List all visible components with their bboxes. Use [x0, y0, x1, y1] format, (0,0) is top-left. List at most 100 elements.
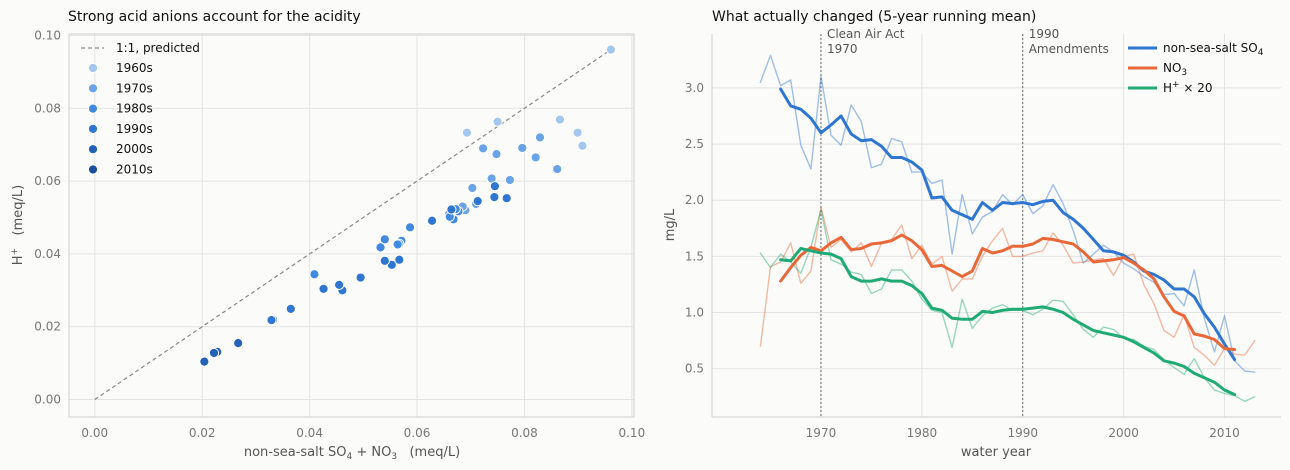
series-line-NO3: [779, 233, 1237, 352]
x-tick-label: 1980: [907, 426, 938, 440]
timeseries-x-axis-label: water year: [961, 445, 1032, 460]
data-point-1990s: [489, 181, 500, 192]
data-point-1990s: [394, 254, 405, 265]
data-point-1970s: [530, 152, 541, 163]
timeseries-grid: [712, 34, 1281, 417]
data-point-1990s: [355, 272, 366, 283]
data-point-1980s: [392, 239, 403, 250]
timeseries-title: What actually changed (5-year running me…: [712, 9, 1036, 25]
data-point-1960s: [605, 44, 617, 55]
legend-label-nitrate: NO3: [1163, 61, 1187, 78]
data-point-1990s: [379, 255, 390, 266]
data-point-1990s: [266, 315, 277, 326]
legend-label-sulfate: non-sea-salt SO4: [1163, 41, 1264, 58]
scatter-x-axis-label: non-sea-salt SO4 + NO3 (meq/L): [244, 445, 460, 462]
y-tick-label: 2.0: [685, 193, 704, 207]
legend-label-hydrogen: H+ × 20: [1163, 80, 1213, 95]
data-point-1990s: [472, 196, 483, 207]
scatter-panel: Strong acid anions account for the acidi…: [10, 9, 645, 462]
y-tick-label: 0.08: [34, 101, 61, 115]
y-tick-label: 3.0: [685, 81, 704, 95]
y-tick-label: 0.06: [34, 174, 61, 188]
legend-label-2000s: 2000s: [116, 142, 153, 156]
data-point-1990s: [446, 204, 457, 215]
series-line-NO3 (annual): [759, 206, 1256, 366]
data-point-1960s: [492, 116, 503, 127]
series-line-non-sea-salt SO4: [779, 87, 1237, 362]
x-tick-label: 1970: [806, 426, 837, 440]
data-point-1960s: [572, 127, 583, 138]
scatter-legend: 1:1, predicted 1960s 1970s 1980s 1990s 2000s…: [81, 41, 200, 177]
y-tick-label: 0.5: [685, 362, 704, 376]
x-tick-label: 0.02: [189, 426, 216, 440]
legend-label-1960s: 1960s: [116, 61, 153, 75]
legend-marker-1960s: [87, 62, 99, 74]
x-tick-label: 0.04: [296, 426, 323, 440]
timeseries-tick-labels: 1970 1980 1990 2000 2010 0.5 1.0 1.5 2.0 2.5 3.0: [685, 81, 1240, 440]
legend-marker-1970s: [87, 83, 99, 94]
legend-marker-2010s: [87, 164, 99, 175]
y-tick-label: 0.04: [34, 247, 61, 261]
x-tick-label: 0.00: [81, 426, 108, 440]
legend-label-1980s: 1980s: [116, 102, 153, 116]
one-to-one-line: [94, 49, 611, 401]
series-line-H+ × 20: [779, 247, 1237, 396]
data-point-1980s: [375, 242, 386, 253]
data-point-1990s: [489, 192, 500, 203]
legend-label-2010s: 2010s: [116, 163, 153, 177]
data-point-2000s: [233, 337, 244, 349]
x-tick-label: 2010: [1209, 426, 1240, 440]
data-point-1990s: [334, 279, 345, 290]
y-tick-label: 1.5: [685, 249, 704, 263]
legend-marker-2000s: [87, 144, 99, 155]
data-point-1960s: [461, 127, 473, 138]
legend-marker-1980s: [87, 103, 99, 114]
legend-marker-1990s: [87, 123, 99, 134]
data-point-2000s: [208, 347, 220, 359]
clean-air-act-annotation: Clean Air Act 1970: [827, 27, 905, 56]
scatter-tick-labels: 0.00 0.02 0.04 0.06 0.08 0.10 0.00 0.02 0.04 0.06…: [34, 28, 645, 440]
data-point-1990s: [285, 303, 296, 314]
timeseries-legend: non-sea-salt SO4 NO3 H+ × 20: [1128, 41, 1264, 95]
series-line-non-sea-salt SO4 (annual): [759, 54, 1256, 373]
decade-legend: 1960s 1970s 1980s 1990s 2000s 2010s: [87, 61, 153, 177]
series-line-H+ × 20 (annual): [759, 208, 1256, 402]
scatter-points: [199, 44, 617, 367]
x-tick-label: 1990: [1007, 426, 1038, 440]
data-point-2000s: [199, 356, 210, 367]
amendments-annotation: 1990 Amendments: [1029, 27, 1109, 56]
data-point-1970s: [504, 174, 516, 186]
y-tick-label: 2.5: [685, 137, 704, 151]
timeseries-y-axis-label: mg/L: [663, 208, 678, 241]
data-point-1990s: [426, 215, 438, 226]
data-point-1980s: [404, 222, 416, 233]
data-point-1970s: [467, 182, 478, 194]
legend-label-1990s: 1990s: [116, 122, 153, 136]
data-point-1970s: [477, 143, 489, 154]
legend-label-1970s: 1970s: [116, 81, 153, 95]
y-tick-label: 1.0: [685, 306, 704, 320]
timeseries-lines: [759, 54, 1256, 402]
data-point-1970s: [534, 132, 546, 143]
data-point-1980s: [379, 234, 390, 245]
x-tick-label: 0.08: [511, 426, 538, 440]
scatter-grid: [69, 34, 634, 417]
data-point-1980s: [309, 269, 320, 280]
y-tick-label: 0.10: [34, 28, 61, 42]
x-tick-label: 0.10: [618, 426, 645, 440]
x-tick-label: 2000: [1108, 426, 1139, 440]
scatter-y-axis-label: H+ (meq/L): [10, 185, 26, 265]
y-tick-label: 0.02: [34, 320, 61, 334]
data-point-1960s: [554, 114, 565, 125]
legend-label-1-to-1: 1:1, predicted: [116, 41, 200, 55]
x-tick-label: 0.06: [404, 426, 431, 440]
data-point-1960s: [577, 140, 588, 151]
data-point-1970s: [552, 163, 563, 175]
scatter-title: Strong acid anions account for the acidi…: [68, 9, 361, 25]
data-point-1990s: [501, 193, 512, 204]
timeseries-panel: What actually changed (5-year running me…: [663, 9, 1281, 460]
data-point-1970s: [491, 149, 502, 160]
data-point-1990s: [318, 283, 329, 294]
scatter-frame: [68, 33, 635, 418]
